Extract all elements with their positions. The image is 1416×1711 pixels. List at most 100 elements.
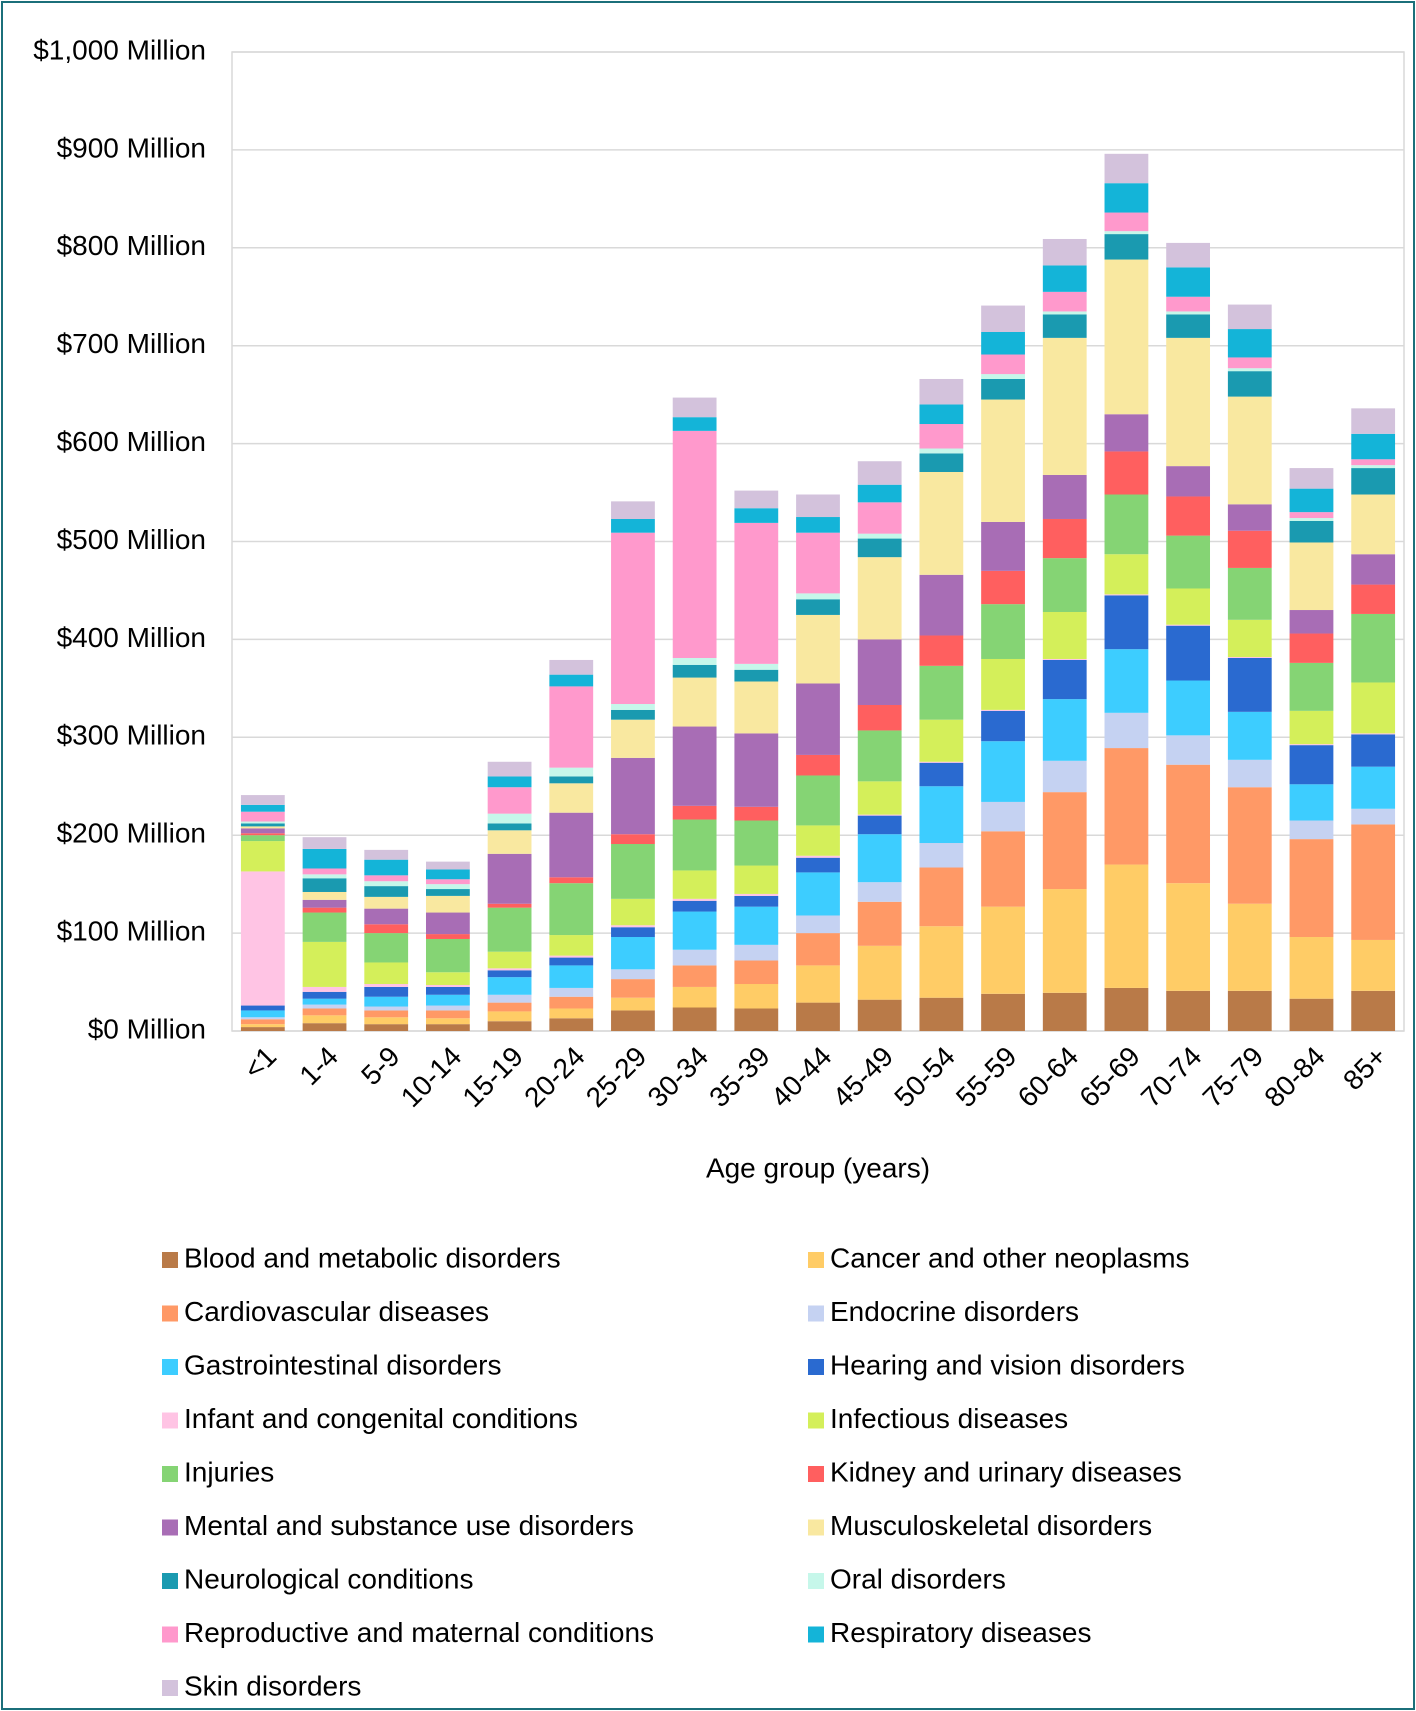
legend-swatch	[808, 1626, 824, 1643]
x-axis-label: Age group (years)	[706, 1152, 930, 1183]
bar-segment	[425, 869, 470, 880]
bar-segment	[672, 726, 717, 806]
legend-swatch	[808, 1359, 824, 1375]
y-tick-label: $200 Million	[57, 818, 206, 849]
bar-segment	[487, 1002, 532, 1012]
bar-segment	[1104, 595, 1149, 650]
legend-swatch	[808, 1573, 824, 1589]
bar-segment	[1227, 619, 1272, 658]
bar-segment	[487, 1011, 532, 1022]
bar-segment	[549, 996, 594, 1009]
bar-segment	[919, 997, 964, 1031]
bar-segment	[549, 1008, 594, 1019]
bar-segment	[981, 604, 1025, 659]
bar-segment	[1166, 625, 1211, 681]
bar-segment	[1166, 990, 1211, 1031]
legend-label: Kidney and urinary diseases	[830, 1456, 1182, 1487]
bar-segment	[1042, 658, 1087, 660]
bar-segment	[1042, 311, 1087, 315]
bar-segment	[302, 941, 347, 987]
bar-segment	[611, 969, 655, 980]
bar-segment	[796, 532, 840, 594]
bar-segment	[425, 984, 470, 987]
bar-segment	[857, 730, 902, 782]
bar-segment	[981, 801, 1025, 832]
bar-segment	[1289, 512, 1334, 519]
legend-label: Blood and metabolic disorders	[184, 1242, 561, 1273]
bar-segment	[857, 901, 902, 946]
bar-segment	[981, 305, 1025, 332]
legend-label: Reproductive and maternal conditions	[184, 1617, 654, 1648]
bar-segment	[1351, 613, 1396, 683]
bar-segment	[240, 1017, 285, 1020]
bar-segment	[1351, 682, 1396, 734]
legend-swatch	[808, 1305, 824, 1322]
bar-segment	[611, 518, 655, 533]
bar-segment	[549, 674, 594, 687]
bar-segment	[425, 889, 470, 896]
bar-segment	[1289, 662, 1334, 711]
bar-segment	[857, 999, 902, 1031]
bar-segment	[1227, 368, 1272, 372]
bar-segment	[981, 741, 1025, 802]
bar-segment	[302, 891, 347, 900]
bar-segment	[672, 658, 717, 665]
bar-segment	[796, 855, 840, 858]
bar-segment	[364, 984, 409, 987]
bar-segment	[919, 404, 964, 425]
bar-segment	[240, 821, 285, 824]
bar-segment	[857, 834, 902, 883]
bar-segment	[734, 1008, 779, 1031]
bar-segment	[1042, 518, 1087, 559]
bar-segment	[981, 570, 1025, 605]
bar-segment	[487, 951, 532, 969]
bar-segment	[1227, 657, 1272, 659]
bar-segment	[1166, 496, 1211, 536]
bar-segment	[1227, 504, 1272, 531]
y-tick-label: $700 Million	[57, 328, 206, 359]
y-tick-label: $400 Million	[57, 622, 206, 653]
bar-segment	[672, 870, 717, 899]
bar-segment	[1351, 468, 1396, 495]
bar-segment	[919, 665, 964, 720]
bar-segment	[1042, 992, 1087, 1031]
bar-segment	[857, 484, 902, 503]
bar-segment	[1351, 584, 1396, 614]
bar-segment	[1289, 839, 1334, 938]
bar-segment	[1042, 760, 1087, 793]
legend-label: Musculoskeletal disorders	[830, 1510, 1152, 1541]
bar-segment	[549, 935, 594, 956]
bar-segment	[364, 1024, 409, 1031]
bar-segment	[487, 994, 532, 1003]
legend-label: Cancer and other neoplasms	[830, 1242, 1190, 1273]
bar-segment	[734, 806, 779, 821]
bar-segment	[425, 994, 470, 1006]
bar-segment	[549, 877, 594, 884]
bar-segment	[919, 378, 964, 405]
bar-segment	[1104, 153, 1149, 184]
bar-segment	[1351, 824, 1396, 940]
bar-segment	[1042, 265, 1087, 292]
bar-segment	[549, 987, 594, 997]
bar-segment	[981, 374, 1025, 379]
bar-segment	[240, 823, 285, 827]
bar-segment	[857, 945, 902, 1000]
bar-segment	[1166, 535, 1211, 589]
bar-segment	[672, 664, 717, 678]
bar-segment	[364, 962, 409, 985]
bar-segment	[796, 517, 840, 533]
bar-segment	[1289, 633, 1334, 663]
bar-segment	[1227, 396, 1272, 505]
legend-swatch	[162, 1573, 178, 1589]
bar-segment	[1351, 733, 1396, 735]
bar-segment	[1166, 735, 1211, 765]
bar-segment	[672, 965, 717, 987]
bar-segment	[302, 1023, 347, 1031]
bar-segment	[487, 830, 532, 854]
bar-segment	[302, 912, 347, 942]
bar-segment	[919, 762, 964, 787]
bar-segment	[425, 895, 470, 913]
bar-segment	[240, 828, 285, 834]
legend-swatch	[162, 1466, 178, 1482]
y-tick-label: $600 Million	[57, 426, 206, 457]
